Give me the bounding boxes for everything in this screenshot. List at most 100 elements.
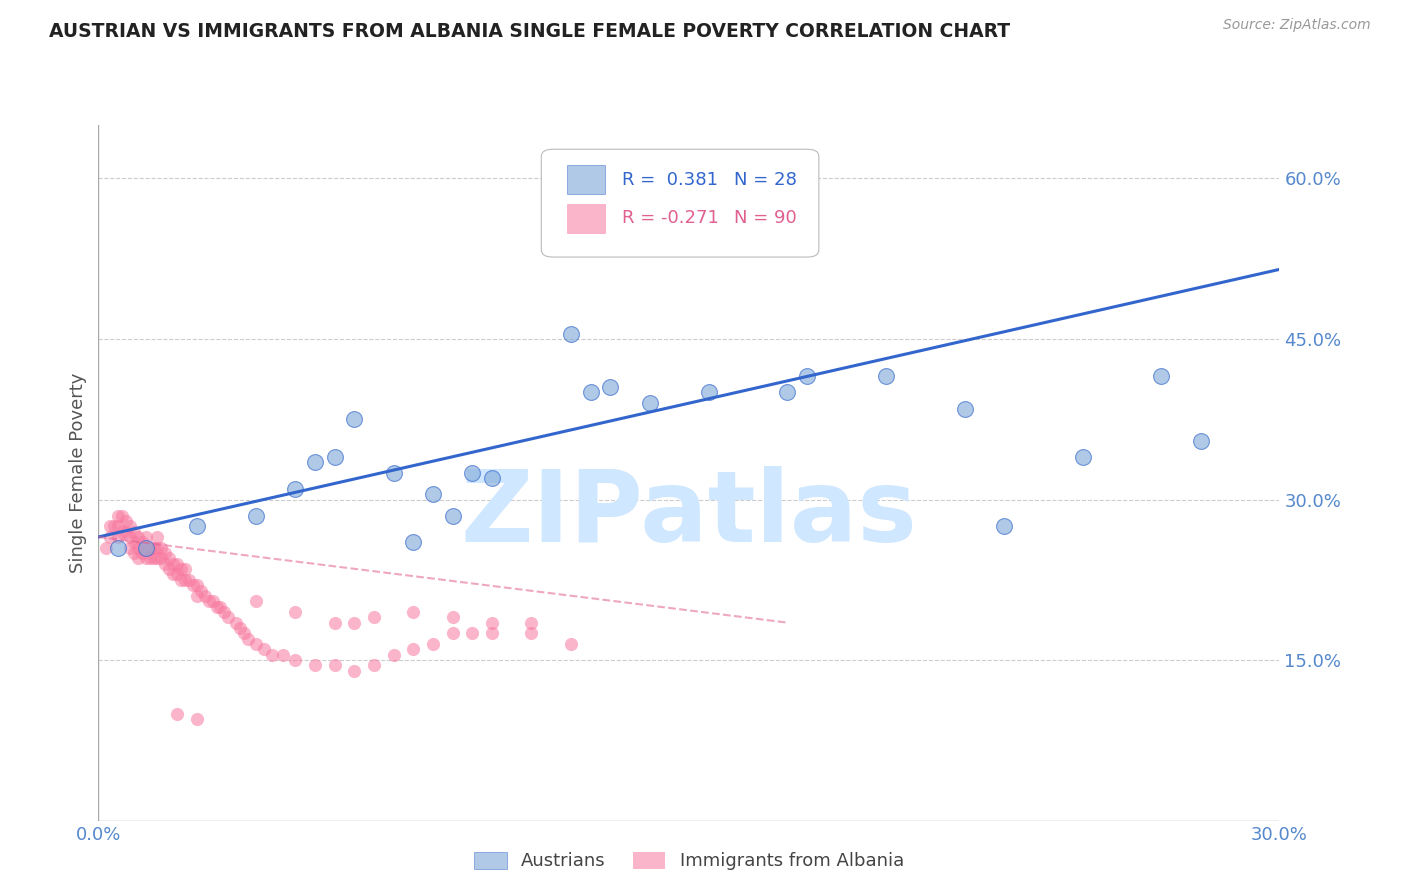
Point xyxy=(560,326,582,341)
Point xyxy=(135,541,157,555)
Point xyxy=(131,535,153,549)
Point xyxy=(181,578,204,592)
Point xyxy=(253,642,276,657)
Point xyxy=(162,557,184,571)
Point xyxy=(170,562,193,576)
Point xyxy=(135,551,157,566)
Point xyxy=(993,519,1015,533)
Point xyxy=(118,541,141,555)
Point xyxy=(157,562,180,576)
Point xyxy=(260,648,283,662)
Point xyxy=(245,594,267,608)
Point xyxy=(186,712,208,726)
Point xyxy=(284,482,307,496)
Point xyxy=(875,369,897,384)
Point xyxy=(273,648,295,662)
Point xyxy=(170,573,193,587)
Point xyxy=(107,530,129,544)
FancyBboxPatch shape xyxy=(541,149,818,257)
Point xyxy=(323,615,346,630)
Point xyxy=(343,412,366,426)
Point xyxy=(103,519,125,533)
Text: AUSTRIAN VS IMMIGRANTS FROM ALBANIA SINGLE FEMALE POVERTY CORRELATION CHART: AUSTRIAN VS IMMIGRANTS FROM ALBANIA SING… xyxy=(49,22,1011,41)
Point xyxy=(284,653,307,667)
Point xyxy=(166,557,188,571)
Point xyxy=(481,615,503,630)
Point xyxy=(481,471,503,485)
Point xyxy=(402,642,425,657)
Point xyxy=(107,541,129,555)
Point xyxy=(186,589,208,603)
Point xyxy=(177,573,200,587)
Point xyxy=(304,455,326,469)
Point xyxy=(245,637,267,651)
FancyBboxPatch shape xyxy=(567,203,605,233)
Point xyxy=(579,385,602,400)
Point xyxy=(225,615,247,630)
Point xyxy=(150,551,173,566)
Point xyxy=(363,610,385,624)
Point xyxy=(174,573,197,587)
Point xyxy=(953,401,976,416)
Point xyxy=(155,546,177,560)
Point xyxy=(441,508,464,523)
Point xyxy=(236,632,259,646)
Point xyxy=(135,541,157,555)
Point xyxy=(697,385,720,400)
Point xyxy=(162,567,184,582)
Point xyxy=(402,605,425,619)
Point xyxy=(402,535,425,549)
Point xyxy=(122,524,145,539)
Point xyxy=(166,567,188,582)
Point xyxy=(107,508,129,523)
Point xyxy=(138,541,160,555)
Point xyxy=(441,610,464,624)
Point xyxy=(382,648,405,662)
Point xyxy=(127,551,149,566)
Point xyxy=(1150,369,1173,384)
Point xyxy=(233,626,256,640)
Point xyxy=(422,637,444,651)
Point xyxy=(756,230,779,244)
Point xyxy=(96,541,118,555)
Point xyxy=(229,621,252,635)
Point xyxy=(127,541,149,555)
Point xyxy=(98,519,121,533)
Point xyxy=(166,706,188,721)
Point xyxy=(131,546,153,560)
Point xyxy=(150,541,173,555)
Point xyxy=(115,514,138,528)
Point xyxy=(135,530,157,544)
Point xyxy=(190,583,212,598)
Point xyxy=(422,487,444,501)
Point xyxy=(638,396,661,410)
FancyBboxPatch shape xyxy=(567,165,605,194)
Text: Source: ZipAtlas.com: Source: ZipAtlas.com xyxy=(1223,18,1371,32)
Point xyxy=(481,626,503,640)
Point xyxy=(343,615,366,630)
Point xyxy=(209,599,232,614)
Point xyxy=(201,594,224,608)
Point xyxy=(111,508,134,523)
Point xyxy=(343,664,366,678)
Point xyxy=(186,519,208,533)
Text: R = -0.271: R = -0.271 xyxy=(621,209,718,227)
Point xyxy=(599,380,621,394)
Point xyxy=(111,524,134,539)
Point xyxy=(776,385,799,400)
Y-axis label: Single Female Poverty: Single Female Poverty xyxy=(69,373,87,573)
Point xyxy=(363,658,385,673)
Point xyxy=(138,551,160,566)
Point xyxy=(323,658,346,673)
Point xyxy=(1071,450,1094,464)
Point xyxy=(520,615,543,630)
Point xyxy=(214,605,236,619)
Point xyxy=(142,541,165,555)
Point xyxy=(217,610,239,624)
Point xyxy=(98,530,121,544)
Point xyxy=(461,626,484,640)
Point xyxy=(382,466,405,480)
Point xyxy=(122,546,145,560)
Point xyxy=(796,369,818,384)
Point xyxy=(146,541,169,555)
